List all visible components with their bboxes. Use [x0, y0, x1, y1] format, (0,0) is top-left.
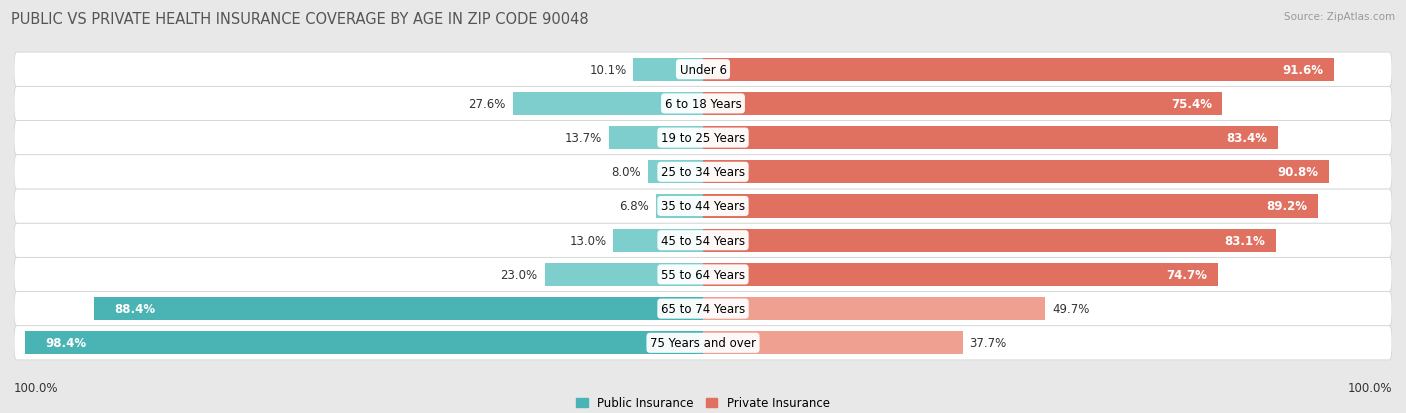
Text: 91.6%: 91.6%: [1282, 64, 1323, 76]
Bar: [544, 263, 703, 286]
Text: 55 to 64 Years: 55 to 64 Years: [661, 268, 745, 281]
Bar: [703, 58, 1334, 82]
Text: 10.1%: 10.1%: [589, 64, 627, 76]
Legend: Public Insurance, Private Insurance: Public Insurance, Private Insurance: [571, 392, 835, 413]
Text: 83.1%: 83.1%: [1225, 234, 1265, 247]
Bar: [613, 229, 703, 252]
Text: 19 to 25 Years: 19 to 25 Years: [661, 132, 745, 145]
Text: 88.4%: 88.4%: [115, 302, 156, 316]
Bar: [703, 127, 1278, 150]
Text: 6.8%: 6.8%: [620, 200, 650, 213]
Bar: [609, 127, 703, 150]
Text: 8.0%: 8.0%: [612, 166, 641, 179]
Bar: [703, 331, 963, 355]
Bar: [634, 58, 703, 82]
Bar: [657, 195, 703, 218]
FancyBboxPatch shape: [14, 292, 1392, 326]
Text: 45 to 54 Years: 45 to 54 Years: [661, 234, 745, 247]
FancyBboxPatch shape: [14, 53, 1392, 87]
Text: 90.8%: 90.8%: [1277, 166, 1319, 179]
Text: 74.7%: 74.7%: [1167, 268, 1208, 281]
Text: 100.0%: 100.0%: [14, 382, 59, 394]
Bar: [513, 93, 703, 116]
Text: 35 to 44 Years: 35 to 44 Years: [661, 200, 745, 213]
Text: 65 to 74 Years: 65 to 74 Years: [661, 302, 745, 316]
FancyBboxPatch shape: [14, 258, 1392, 292]
Bar: [703, 195, 1317, 218]
FancyBboxPatch shape: [14, 121, 1392, 155]
Bar: [94, 297, 703, 320]
Text: 98.4%: 98.4%: [46, 337, 87, 349]
Text: Source: ZipAtlas.com: Source: ZipAtlas.com: [1284, 12, 1395, 22]
Text: 13.0%: 13.0%: [569, 234, 606, 247]
Text: Under 6: Under 6: [679, 64, 727, 76]
Text: 27.6%: 27.6%: [468, 97, 506, 111]
Text: 13.7%: 13.7%: [564, 132, 602, 145]
Text: 37.7%: 37.7%: [970, 337, 1007, 349]
Text: 6 to 18 Years: 6 to 18 Years: [665, 97, 741, 111]
Text: PUBLIC VS PRIVATE HEALTH INSURANCE COVERAGE BY AGE IN ZIP CODE 90048: PUBLIC VS PRIVATE HEALTH INSURANCE COVER…: [11, 12, 589, 27]
FancyBboxPatch shape: [14, 87, 1392, 121]
Text: 49.7%: 49.7%: [1052, 302, 1090, 316]
Bar: [648, 161, 703, 184]
FancyBboxPatch shape: [14, 223, 1392, 258]
Bar: [703, 161, 1329, 184]
Text: 75 Years and over: 75 Years and over: [650, 337, 756, 349]
FancyBboxPatch shape: [14, 326, 1392, 360]
Text: 83.4%: 83.4%: [1226, 132, 1267, 145]
Bar: [703, 297, 1046, 320]
FancyBboxPatch shape: [14, 155, 1392, 190]
Bar: [25, 331, 703, 355]
Text: 75.4%: 75.4%: [1171, 97, 1212, 111]
FancyBboxPatch shape: [14, 190, 1392, 223]
Bar: [703, 93, 1222, 116]
Text: 23.0%: 23.0%: [501, 268, 537, 281]
Bar: [703, 263, 1218, 286]
Text: 25 to 34 Years: 25 to 34 Years: [661, 166, 745, 179]
Bar: [703, 229, 1275, 252]
Text: 89.2%: 89.2%: [1267, 200, 1308, 213]
Text: 100.0%: 100.0%: [1347, 382, 1392, 394]
